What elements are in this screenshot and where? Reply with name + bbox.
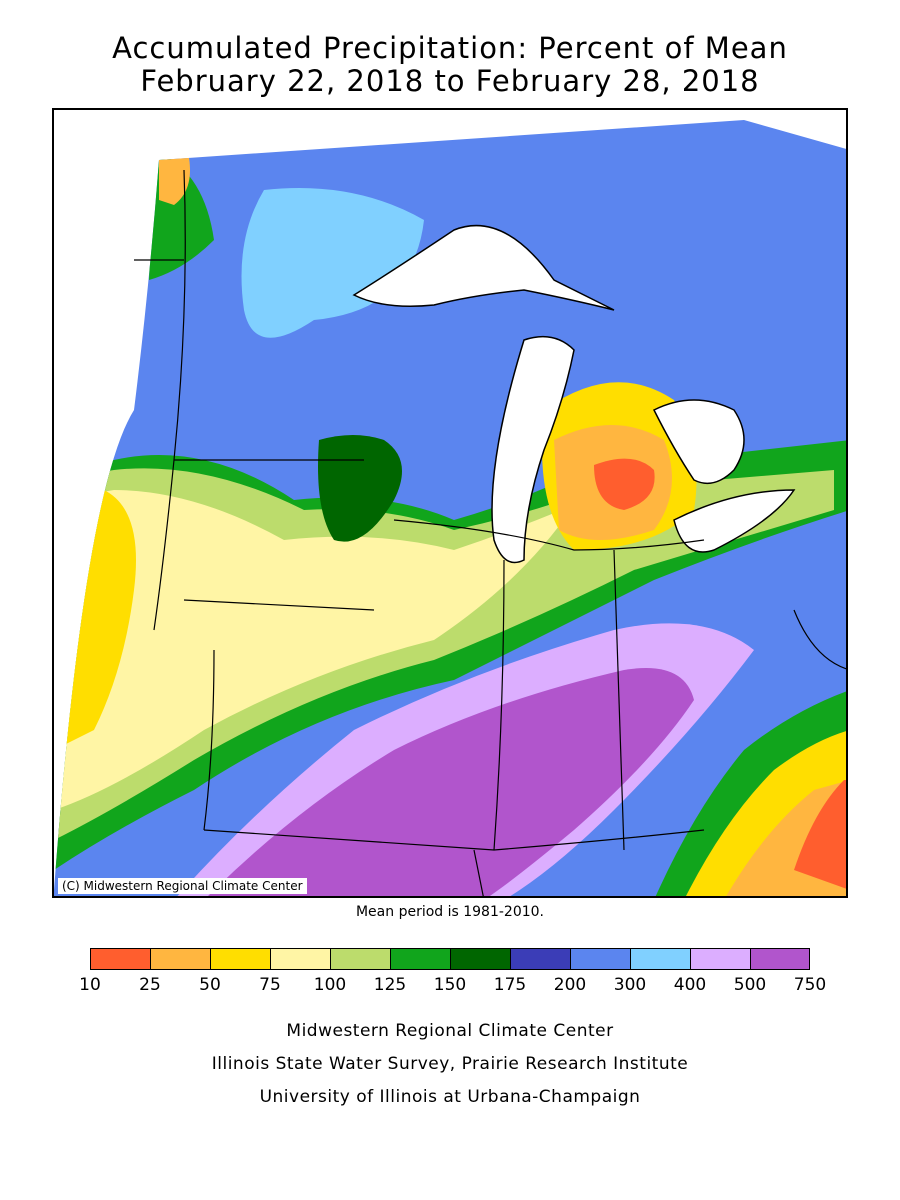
legend-tick-label: 300 <box>613 975 647 995</box>
legend-swatch <box>150 948 210 970</box>
legend-tick-label: 50 <box>199 975 221 995</box>
legend-swatch <box>90 948 150 970</box>
legend-swatch <box>330 948 390 970</box>
precipitation-map: (C) Midwestern Regional Climate Center <box>52 108 848 898</box>
legend-swatch <box>750 948 810 970</box>
legend-swatch <box>570 948 630 970</box>
legend-swatch <box>210 948 270 970</box>
legend-swatch <box>390 948 450 970</box>
map-canvas <box>54 120 846 896</box>
legend-swatch <box>510 948 570 970</box>
map-title: Accumulated Precipitation: Percent of Me… <box>112 31 788 65</box>
legend-tick-label: 200 <box>553 975 587 995</box>
legend-tick-label: 75 <box>259 975 281 995</box>
legend-tick-label: 25 <box>139 975 161 995</box>
legend-tick-label: 750 <box>793 975 827 995</box>
legend-tick-label: 500 <box>733 975 767 995</box>
legend-tick-label: 10 <box>79 975 101 995</box>
footer-org: Midwestern Regional Climate Center <box>286 1021 614 1041</box>
legend-tick-label: 125 <box>373 975 407 995</box>
legend-swatch <box>450 948 510 970</box>
footer-university: University of Illinois at Urbana-Champai… <box>259 1087 641 1107</box>
footer-survey: Illinois State Water Survey, Prairie Res… <box>211 1054 689 1074</box>
legend-tick-label: 100 <box>313 975 347 995</box>
great-lakes <box>352 224 796 564</box>
legend-swatch <box>270 948 330 970</box>
legend-tick-label: 150 <box>433 975 467 995</box>
copyright-label: (C) Midwestern Regional Climate Center <box>58 878 307 894</box>
legend-swatch <box>630 948 690 970</box>
legend-swatch <box>690 948 750 970</box>
map-date-range: February 22, 2018 to February 28, 2018 <box>140 64 760 98</box>
mean-period-note: Mean period is 1981-2010. <box>355 904 545 920</box>
state-borders <box>134 169 846 896</box>
color-legend <box>90 948 810 970</box>
legend-tick-label: 175 <box>493 975 527 995</box>
legend-tick-label: 400 <box>673 975 707 995</box>
